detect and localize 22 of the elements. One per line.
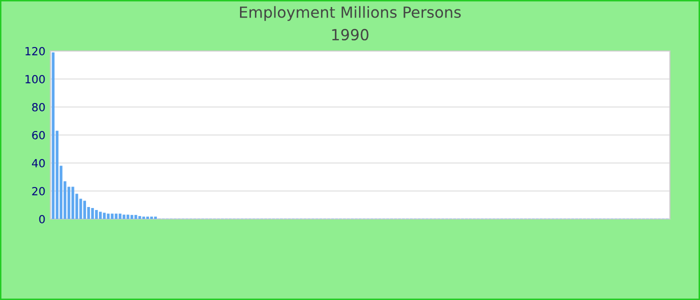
bar <box>110 214 114 219</box>
bar <box>91 208 94 219</box>
y-tick-label: 0 <box>39 214 45 224</box>
bar <box>83 200 86 219</box>
bar <box>126 214 130 219</box>
bar <box>106 214 110 219</box>
y-tick-label: 80 <box>32 102 45 112</box>
y-tick-label: 120 <box>26 46 45 56</box>
chart-subtitle: 1990 <box>332 28 368 40</box>
bar <box>102 212 106 219</box>
y-tick-label: 60 <box>32 130 45 140</box>
y-tick-label: 100 <box>26 74 45 84</box>
bar <box>118 214 122 219</box>
y-tick-label: 40 <box>32 158 45 168</box>
bar <box>95 210 98 219</box>
bar <box>99 212 102 219</box>
y-tick-label: 20 <box>32 186 45 196</box>
chart-title: Employment Millions Persons <box>240 6 461 21</box>
bar <box>71 186 74 219</box>
bar <box>114 214 118 219</box>
bar <box>122 214 126 219</box>
bar <box>138 216 142 219</box>
